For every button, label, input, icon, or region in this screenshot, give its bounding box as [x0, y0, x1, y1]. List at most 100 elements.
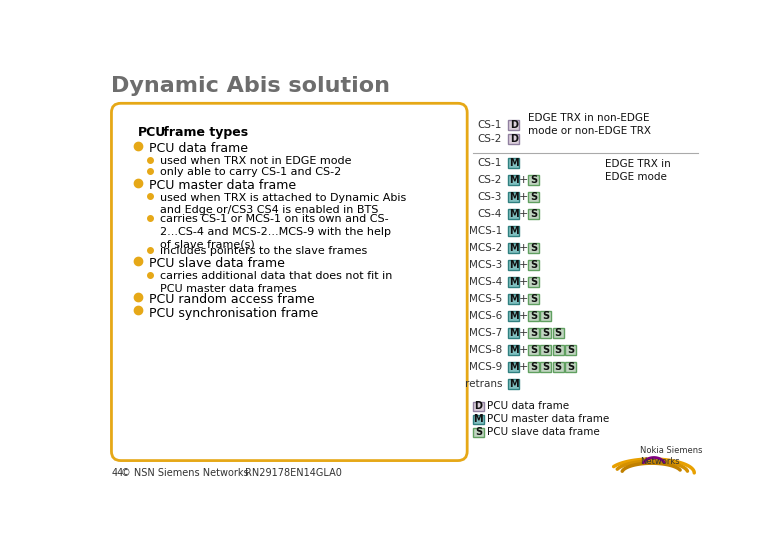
- FancyBboxPatch shape: [566, 362, 576, 372]
- Text: MCS-1: MCS-1: [469, 226, 502, 236]
- Text: +: +: [518, 277, 527, 287]
- FancyBboxPatch shape: [541, 311, 551, 321]
- Text: S: S: [567, 345, 574, 355]
- Text: M: M: [509, 176, 519, 185]
- FancyBboxPatch shape: [508, 176, 519, 185]
- Text: S: S: [530, 345, 537, 355]
- Text: S: S: [530, 294, 537, 304]
- Text: +: +: [518, 243, 527, 253]
- Text: S: S: [475, 428, 482, 437]
- FancyBboxPatch shape: [508, 379, 519, 389]
- FancyBboxPatch shape: [553, 328, 564, 338]
- FancyBboxPatch shape: [528, 260, 539, 270]
- FancyBboxPatch shape: [508, 243, 519, 253]
- Text: PCU master data frame: PCU master data frame: [487, 414, 609, 424]
- Text: S: S: [542, 328, 549, 338]
- FancyBboxPatch shape: [528, 362, 539, 372]
- Text: MCS-8: MCS-8: [469, 345, 502, 355]
- FancyBboxPatch shape: [508, 277, 519, 287]
- Text: +: +: [518, 176, 527, 185]
- Text: CS-3: CS-3: [477, 192, 502, 202]
- Text: D: D: [474, 401, 482, 411]
- Text: M: M: [509, 158, 519, 168]
- Text: M: M: [509, 294, 519, 304]
- Text: includes pointers to the slave frames: includes pointers to the slave frames: [159, 246, 367, 256]
- Text: S: S: [530, 277, 537, 287]
- FancyBboxPatch shape: [473, 415, 484, 424]
- Text: MCS-7: MCS-7: [469, 328, 502, 338]
- Text: S: S: [555, 328, 562, 338]
- Text: S: S: [530, 176, 537, 185]
- Text: M: M: [509, 328, 519, 338]
- Text: EDGE TRX in non-EDGE
mode or non-EDGE TRX: EDGE TRX in non-EDGE mode or non-EDGE TR…: [527, 113, 651, 136]
- Text: only able to carry CS-1 and CS-2: only able to carry CS-1 and CS-2: [159, 167, 341, 177]
- Text: MCS-2: MCS-2: [469, 243, 502, 253]
- Text: MCS-4: MCS-4: [469, 277, 502, 287]
- FancyBboxPatch shape: [508, 328, 519, 338]
- FancyBboxPatch shape: [566, 345, 576, 355]
- Text: MCS-9: MCS-9: [469, 362, 502, 372]
- Text: carries additional data that does not fit in
PCU master data frames: carries additional data that does not fi…: [159, 271, 392, 294]
- Text: PCU slave data frame: PCU slave data frame: [487, 428, 599, 437]
- Text: D: D: [509, 134, 518, 145]
- Text: S: S: [530, 311, 537, 321]
- Text: +: +: [518, 362, 527, 372]
- Text: M: M: [509, 277, 519, 287]
- Text: +: +: [518, 192, 527, 202]
- Text: CS-1: CS-1: [477, 158, 502, 168]
- FancyBboxPatch shape: [508, 260, 519, 270]
- Text: PCU random access frame: PCU random access frame: [149, 293, 314, 306]
- Text: S: S: [530, 328, 537, 338]
- Text: S: S: [530, 243, 537, 253]
- Text: © NSN Siemens Networks: © NSN Siemens Networks: [121, 468, 248, 478]
- FancyBboxPatch shape: [553, 345, 564, 355]
- Text: +: +: [518, 294, 527, 304]
- FancyBboxPatch shape: [528, 192, 539, 202]
- Text: M: M: [473, 414, 484, 424]
- Text: +: +: [518, 260, 527, 270]
- Text: carries CS-1 or MCS-1 on its own and CS-
2...CS-4 and MCS-2...MCS-9 with the hel: carries CS-1 or MCS-1 on its own and CS-…: [159, 214, 391, 250]
- Text: +: +: [518, 209, 527, 219]
- Text: M: M: [509, 311, 519, 321]
- Text: CS-4: CS-4: [477, 209, 502, 219]
- Text: retrans: retrans: [465, 379, 502, 389]
- Text: PCU slave data frame: PCU slave data frame: [149, 257, 285, 271]
- Text: CS-2: CS-2: [477, 134, 502, 145]
- Text: PCU master data frame: PCU master data frame: [149, 179, 296, 192]
- Text: M: M: [509, 192, 519, 202]
- Text: +: +: [518, 345, 527, 355]
- FancyBboxPatch shape: [508, 134, 519, 145]
- Text: S: S: [530, 192, 537, 202]
- Text: EDGE TRX in
EDGE mode: EDGE TRX in EDGE mode: [605, 159, 671, 181]
- FancyBboxPatch shape: [528, 294, 539, 304]
- FancyBboxPatch shape: [508, 226, 519, 236]
- Text: M: M: [509, 362, 519, 372]
- Text: MCS-5: MCS-5: [469, 294, 502, 304]
- Text: S: S: [530, 362, 537, 372]
- Text: PCU data frame: PCU data frame: [487, 401, 569, 411]
- FancyBboxPatch shape: [528, 328, 539, 338]
- Text: RN29178EN14GLA0: RN29178EN14GLA0: [245, 468, 342, 478]
- Text: MCS-6: MCS-6: [469, 311, 502, 321]
- FancyBboxPatch shape: [508, 158, 519, 168]
- Text: +: +: [518, 328, 527, 338]
- Text: used when TRX is attached to Dynamic Abis
and Edge or/CS3 CS4 is enabled in BTS: used when TRX is attached to Dynamic Abi…: [159, 193, 406, 215]
- Text: S: S: [542, 311, 549, 321]
- Text: M: M: [509, 379, 519, 389]
- FancyBboxPatch shape: [508, 120, 519, 130]
- FancyBboxPatch shape: [528, 209, 539, 219]
- Text: Dynamic Abis solution: Dynamic Abis solution: [112, 76, 391, 96]
- Text: S: S: [530, 209, 537, 219]
- Text: M: M: [509, 345, 519, 355]
- FancyBboxPatch shape: [473, 402, 484, 411]
- Text: S: S: [555, 362, 562, 372]
- FancyBboxPatch shape: [508, 209, 519, 219]
- Text: 44: 44: [112, 468, 124, 478]
- FancyBboxPatch shape: [541, 362, 551, 372]
- Text: PCU synchronisation frame: PCU synchronisation frame: [149, 307, 318, 320]
- FancyBboxPatch shape: [528, 277, 539, 287]
- Text: M: M: [509, 209, 519, 219]
- Text: Nokia Siemens
Networks: Nokia Siemens Networks: [640, 446, 703, 466]
- Text: PCU: PCU: [138, 126, 166, 139]
- Text: S: S: [530, 260, 537, 270]
